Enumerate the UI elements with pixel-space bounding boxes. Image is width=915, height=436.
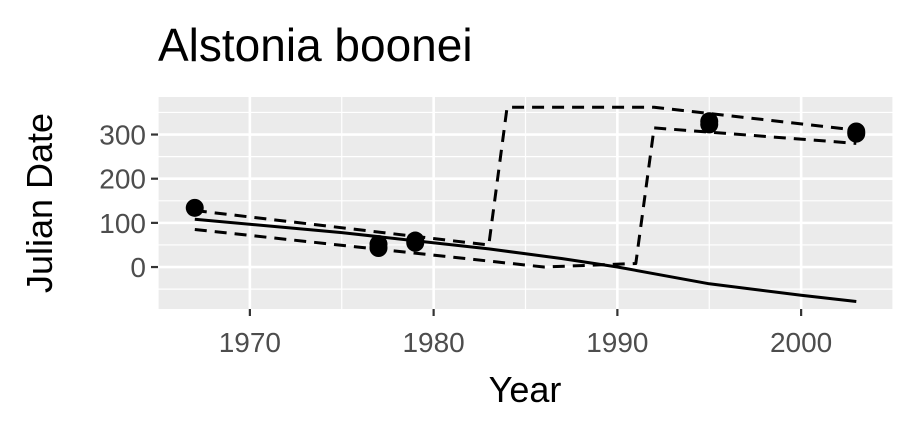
x-axis-title: Year	[489, 369, 562, 410]
data-point	[369, 235, 388, 254]
grid-lines	[157, 97, 894, 309]
data-point	[847, 122, 866, 141]
x-tick-label: 2000	[770, 327, 832, 358]
y-tick-label: 0	[130, 252, 146, 283]
trend-line	[194, 217, 857, 303]
y-tick-label: 200	[99, 164, 146, 195]
fit-lines	[194, 105, 857, 303]
data-point	[185, 198, 204, 217]
interval-line	[194, 105, 857, 247]
interval-line	[194, 126, 857, 269]
data-point	[700, 112, 719, 131]
x-tick-label: 1990	[586, 327, 648, 358]
x-tick-label: 1970	[219, 327, 281, 358]
data-points	[185, 112, 866, 258]
y-tick-label: 300	[99, 120, 146, 151]
y-tick-label: 100	[99, 208, 146, 239]
axes: 1970 1980 1990 2000 0 100 200 300	[99, 120, 832, 358]
data-point	[406, 231, 425, 250]
y-axis-title: Julian Date	[19, 113, 60, 293]
x-tick-label: 1980	[402, 327, 464, 358]
chart-title: Alstonia boonei	[158, 19, 473, 71]
